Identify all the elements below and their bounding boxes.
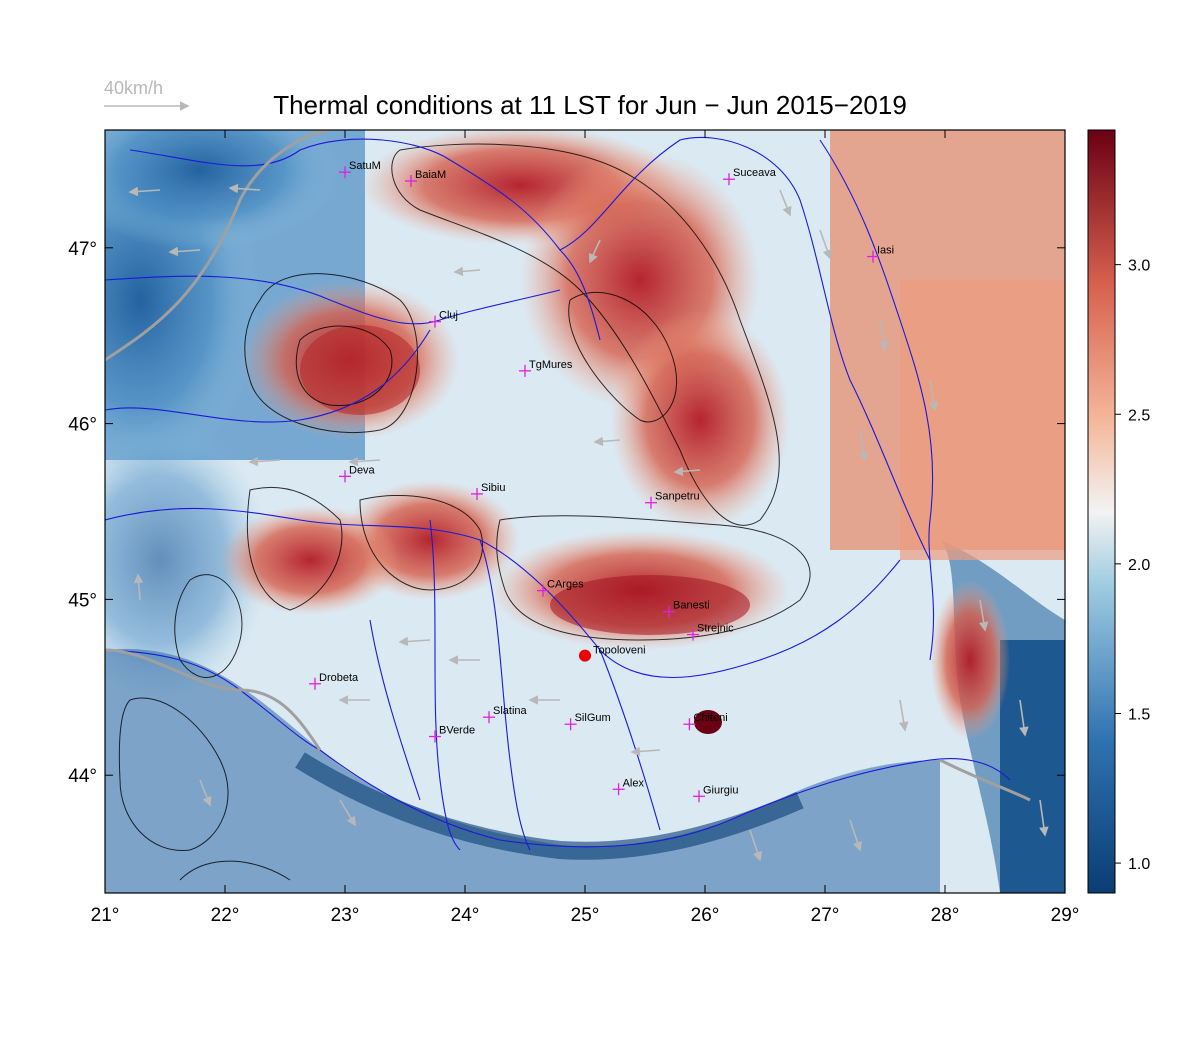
wind-scale-label: 40km/h <box>104 78 164 98</box>
thermal-field <box>105 130 1065 893</box>
lon-tick-label: 24° <box>451 905 480 926</box>
city-label: Iasi <box>877 245 894 257</box>
colorbar-tick-label: 2.0 <box>1128 557 1150 574</box>
city-label: SatuM <box>349 160 381 172</box>
city-label: BaiaM <box>415 169 446 181</box>
lat-tick-label: 44° <box>68 766 97 787</box>
highlight-site-label: Topoloveni <box>593 645 646 657</box>
colorbar-tick-label: 1.0 <box>1128 856 1150 873</box>
city-label: Giurgiu <box>703 784 738 796</box>
city-label: Suceava <box>733 167 777 179</box>
colorbar-tick-label: 3.0 <box>1128 258 1150 275</box>
city-label: Banesti <box>673 600 710 612</box>
lat-tick-label: 47° <box>68 239 97 260</box>
lon-tick-label: 27° <box>811 905 840 926</box>
lon-tick-label: 26° <box>691 905 720 926</box>
colorbar-tick-label: 1.5 <box>1128 706 1150 723</box>
city-label: Chiteni <box>693 712 727 724</box>
city-label: Deva <box>349 464 376 476</box>
lon-tick-label: 23° <box>331 905 360 926</box>
city-label: BVerde <box>439 725 475 737</box>
lon-tick-label: 25° <box>571 905 600 926</box>
map-title: Thermal conditions at 11 LST for Jun − J… <box>273 90 907 120</box>
city-label: CArges <box>547 579 584 591</box>
highlight-site-marker <box>579 649 591 662</box>
city-label: Strejnic <box>697 623 734 635</box>
lon-tick-label: 28° <box>931 905 960 926</box>
city-label: Drobeta <box>319 672 359 684</box>
colorbar <box>1087 129 1116 894</box>
city-label: Sibiu <box>481 482 505 494</box>
city-label: Sanpetru <box>655 491 700 503</box>
city-label: Cluj <box>439 310 458 322</box>
colorbar-tick-label: 2.5 <box>1128 407 1150 424</box>
lon-tick-label: 29° <box>1051 905 1080 926</box>
lon-tick-label: 22° <box>211 905 240 926</box>
country-border <box>105 648 322 751</box>
city-label: SilGum <box>575 712 611 724</box>
city-markers: SatuM BaiaM Suceava Iasi Cluj TgMures Deva Sibi… <box>309 160 894 803</box>
wind-arrows <box>128 183 1049 862</box>
city-label: Slatina <box>493 705 528 717</box>
lon-tick-label: 21° <box>91 905 120 926</box>
city-label: Alex <box>623 777 645 789</box>
city-label: TgMures <box>529 359 573 371</box>
lat-tick-label: 45° <box>68 590 97 611</box>
lat-tick-label: 46° <box>68 415 97 436</box>
